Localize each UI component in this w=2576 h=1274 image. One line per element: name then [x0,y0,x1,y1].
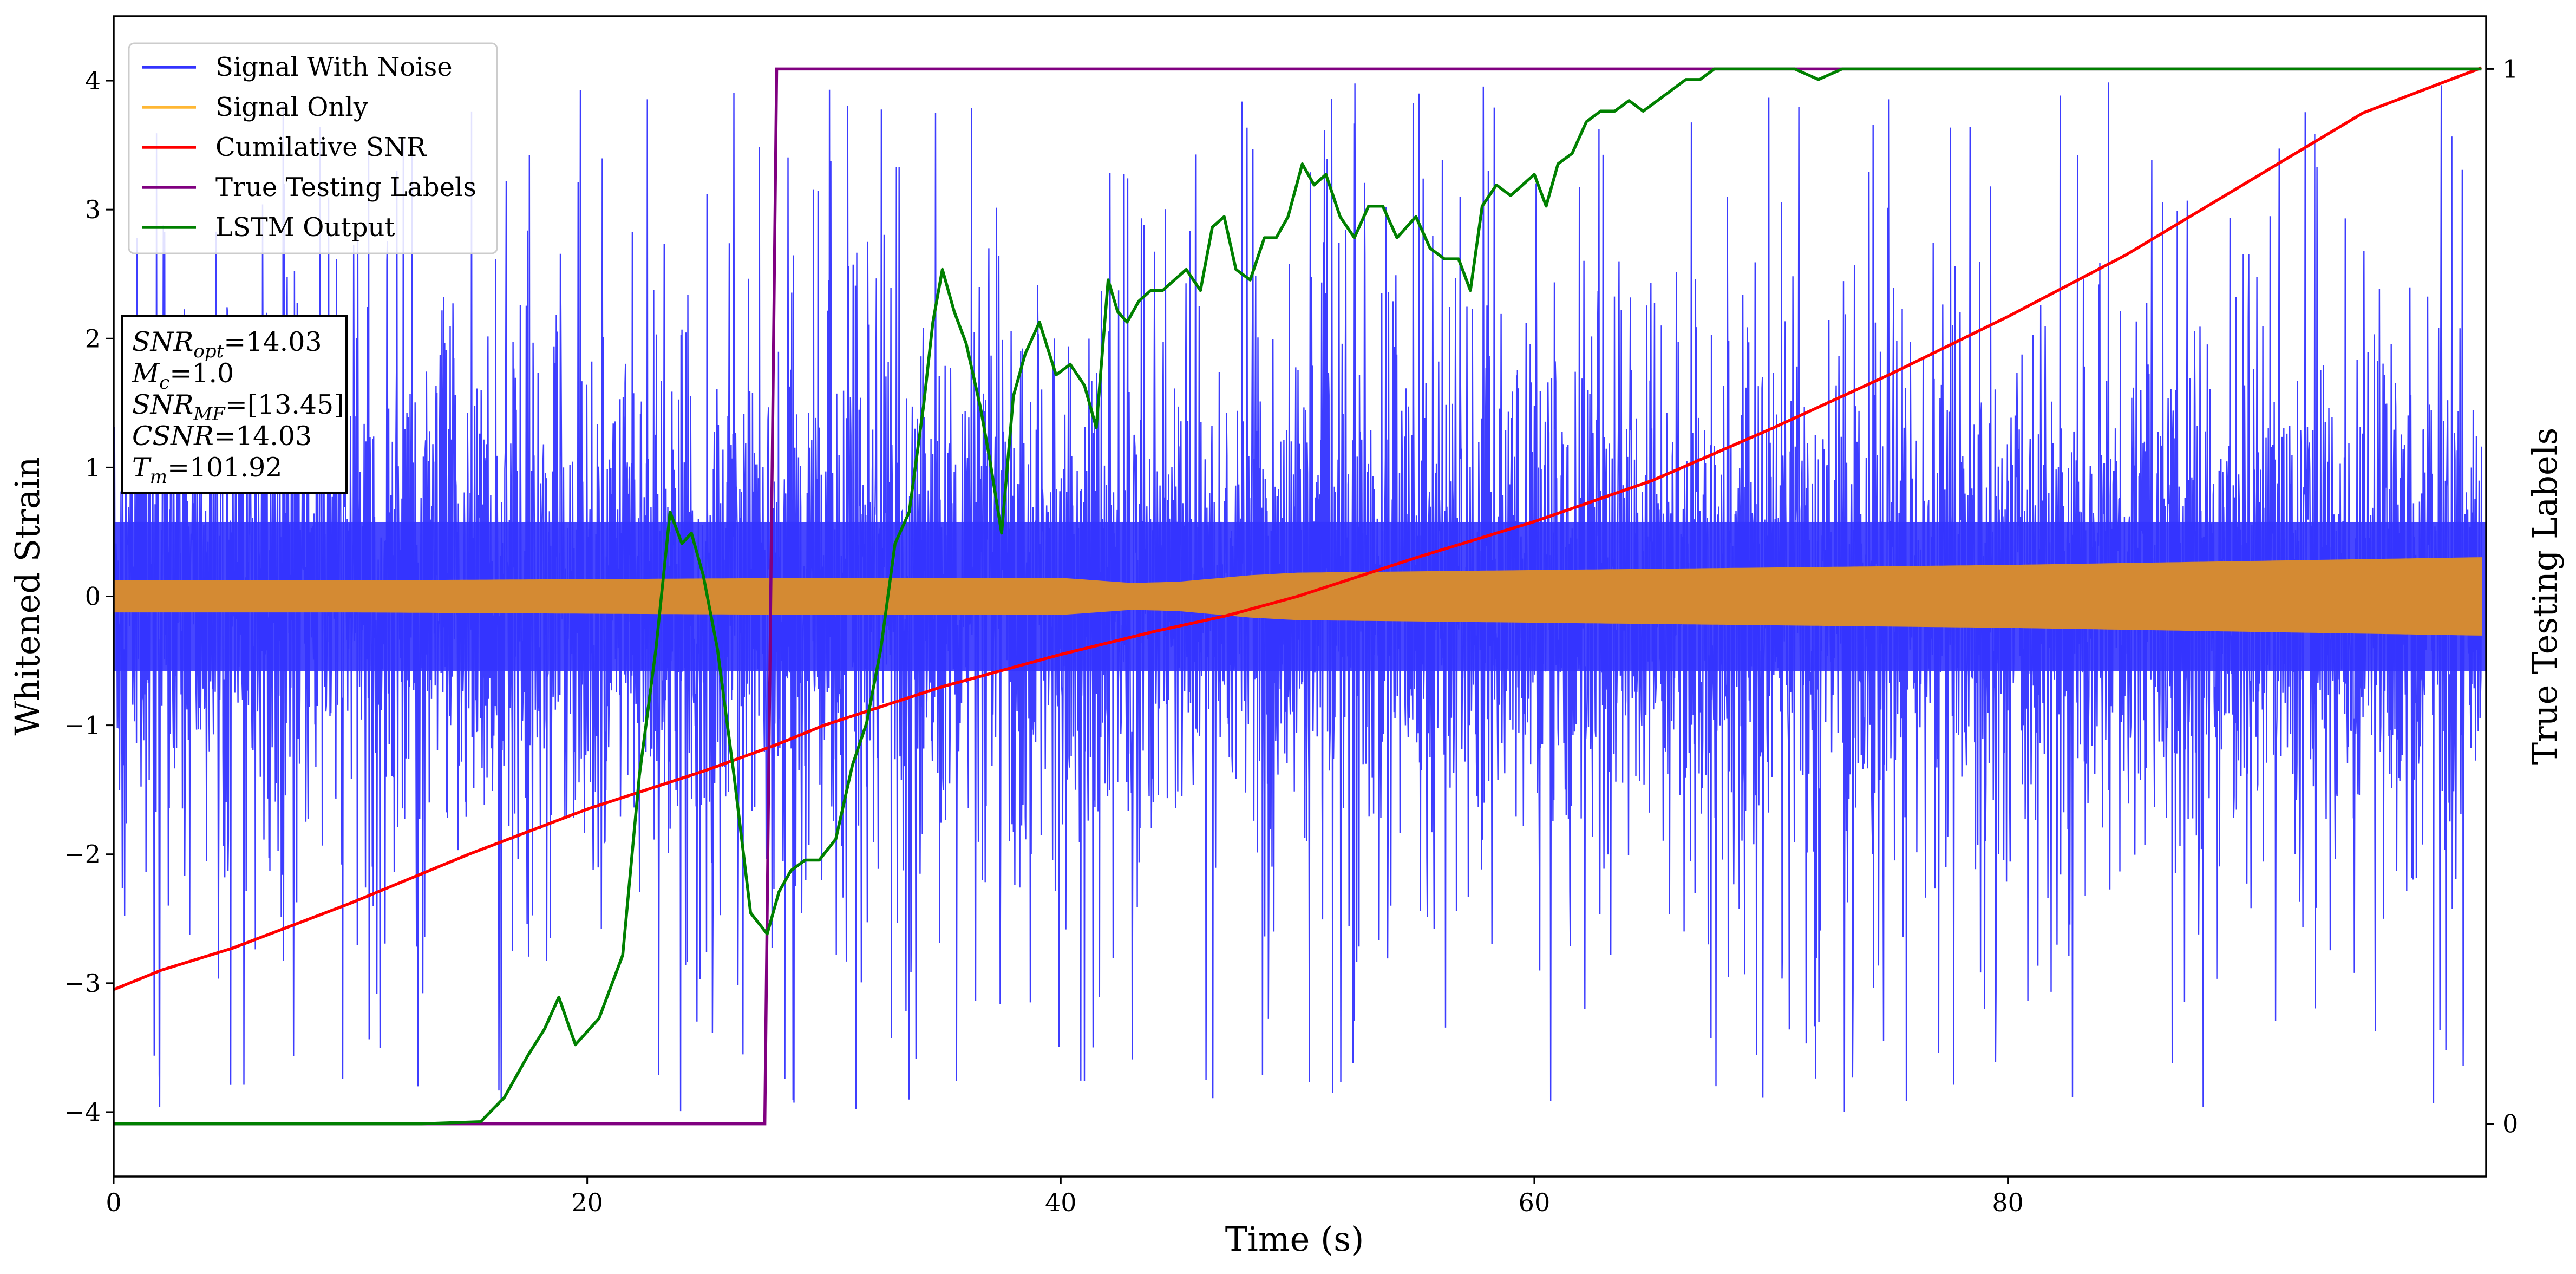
legend-label: True Testing Labels [215,172,476,202]
parameter-value: =[13.45] [225,389,344,420]
legend-label: Cumilative SNR [215,132,427,162]
plot-area [114,66,2486,1126]
cumilative-snr-line [114,66,2482,991]
y2-tick-label: 1 [2502,54,2518,83]
legend-label: Signal Only [215,92,368,122]
parameter-symbol: T [132,452,152,483]
legend-box [128,42,498,254]
y-tick-label: −2 [64,840,101,869]
y2-axis-title: True Testing Labels [2525,428,2565,765]
parameter-line: SNRMF=[13.45] [132,389,344,425]
y-axis-title: Whitened Strain [8,457,47,736]
x-axis-title: Time (s) [1225,1219,1364,1259]
x-axis: 0 20 40 60 80 [106,1177,2024,1217]
parameter-symbol: SNR [132,389,193,420]
parameter-line: SNRopt=14.03 [132,326,322,362]
y-tick-label: −3 [64,969,101,998]
parameter-symbol: SNR [132,326,193,357]
x-tick-label: 20 [571,1188,603,1217]
parameter-box: SNRopt=14.03Mc=1.0SNRMF=[13.45]CSNR=14.0… [121,315,348,494]
parameter-value: =101.92 [167,452,283,483]
y-tick-label: 3 [85,195,101,224]
y-tick-label: 1 [85,453,101,482]
y2-axis: 01 [2486,54,2518,1139]
legend-label: Signal With Noise [215,52,453,82]
parameter-subscript: opt [193,341,224,362]
parameter-symbol: CSNR [132,421,214,452]
parameter-subscript: MF [193,403,226,425]
series-lstm-output [114,67,2482,1126]
parameter-line: Tm=101.92 [132,452,282,488]
y2-tick-label: 0 [2502,1109,2518,1139]
parameter-value: =1.0 [169,358,234,389]
parameter-subscript: c [159,372,169,394]
legend-label: LSTM Output [215,212,395,243]
legend: Signal With Noise Signal Only Cumilative S… [128,42,498,254]
x-tick-label: 0 [106,1188,121,1217]
parameter-line: Mc=1.0 [132,358,234,394]
parameter-box-frame [121,315,348,494]
lstm-output-line [114,67,2482,1126]
x-tick-label: 80 [1992,1188,2024,1217]
series-cumilative-snr [114,66,2482,991]
y-tick-label: 2 [85,324,101,353]
x-tick-label: 60 [1519,1188,1551,1217]
y-axis: −4 −3 −2 −1 0 1 2 3 4 [64,66,114,1127]
parameter-subscript: m [150,466,167,488]
parameter-line: CSNR=14.03 [132,421,312,452]
y-tick-label: 4 [85,66,101,95]
parameter-symbol: M [132,358,160,389]
parameter-value: =14.03 [214,421,312,452]
x-tick-label: 40 [1045,1188,1077,1217]
y-tick-label: −1 [64,711,101,740]
y-tick-label: −4 [64,1097,101,1127]
y-tick-label: 0 [85,582,101,611]
parameter-value: =14.03 [224,326,322,357]
